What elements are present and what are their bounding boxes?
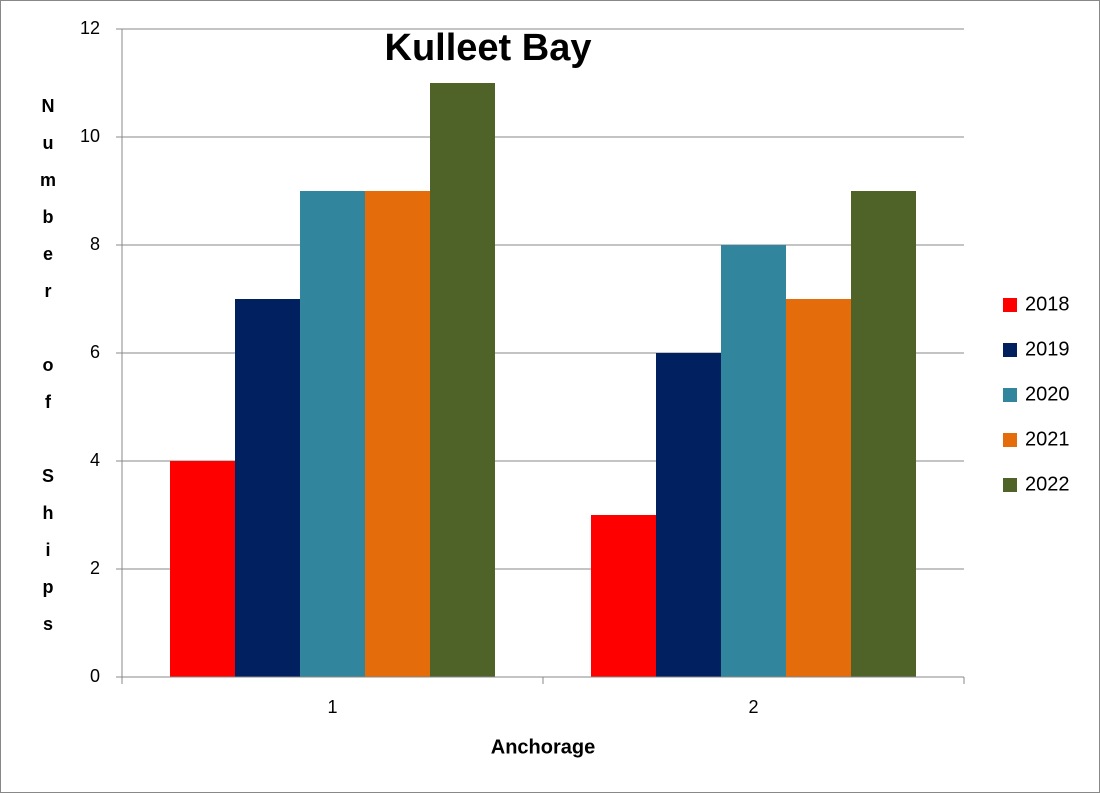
x-axis-label: Anchorage — [491, 736, 595, 758]
y-axis-label: Number of Ships — [38, 96, 58, 651]
bar — [365, 191, 430, 677]
y-tick-label: 12 — [80, 18, 100, 38]
y-tick-label: 6 — [90, 342, 100, 362]
bar — [170, 461, 235, 677]
bar — [851, 191, 916, 677]
y-tick-label: 0 — [90, 666, 100, 686]
bar — [430, 83, 495, 677]
x-tick-label: 2 — [748, 697, 758, 717]
legend-label: 2018 — [1025, 293, 1070, 315]
bar — [786, 299, 851, 677]
legend-label: 2021 — [1025, 428, 1070, 450]
legend-label: 2020 — [1025, 383, 1070, 405]
bar — [300, 191, 365, 677]
legend-swatch — [1003, 343, 1017, 357]
chart-title: Kulleet Bay — [385, 27, 592, 69]
bar — [591, 515, 656, 677]
y-tick-label: 8 — [90, 234, 100, 254]
legend-swatch — [1003, 433, 1017, 447]
x-tick-label: 1 — [327, 697, 337, 717]
legend-swatch — [1003, 388, 1017, 402]
legend-swatch — [1003, 298, 1017, 312]
legend-label: 2022 — [1025, 473, 1070, 495]
y-tick-label: 10 — [80, 126, 100, 146]
legend-swatch — [1003, 478, 1017, 492]
bar — [235, 299, 300, 677]
y-tick-label: 2 — [90, 558, 100, 578]
bar — [656, 353, 721, 677]
y-tick-label: 4 — [90, 450, 100, 470]
legend-label: 2019 — [1025, 338, 1070, 360]
bar — [721, 245, 786, 677]
